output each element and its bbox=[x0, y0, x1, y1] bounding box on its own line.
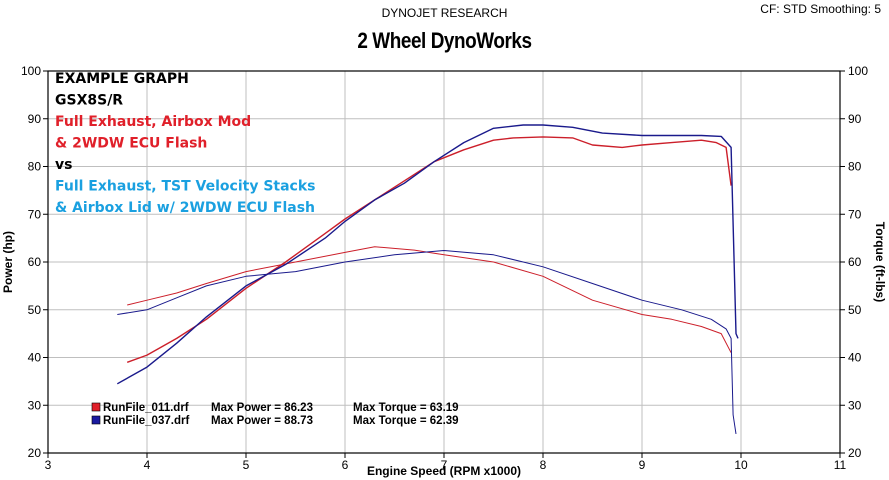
series-power-red bbox=[126, 136, 732, 363]
annotation-line: Full Exhaust, TST Velocity Stacks bbox=[55, 179, 316, 195]
legend-max-power: Max Power = 88.73 bbox=[211, 415, 313, 427]
chart-title: 2 Wheel DynoWorks bbox=[357, 28, 532, 53]
y2-tick-label: 90 bbox=[848, 112, 862, 126]
y2-tick-label: 30 bbox=[848, 398, 862, 412]
y2-tick-label: 60 bbox=[848, 255, 862, 269]
y2-tick-label: 80 bbox=[848, 160, 862, 174]
y-tick-label: 50 bbox=[28, 303, 42, 317]
y-tick-label: 100 bbox=[21, 64, 41, 78]
x-tick-label: 3 bbox=[45, 458, 52, 472]
series-power-blue bbox=[116, 124, 739, 385]
x-tick-label: 6 bbox=[342, 458, 349, 472]
x-axis-label: Engine Speed (RPM x1000) bbox=[367, 464, 521, 478]
y-tick-label: 70 bbox=[28, 207, 42, 221]
legend-max-torque: Max Torque = 63.19 bbox=[353, 402, 459, 414]
y2-tick-label: 40 bbox=[848, 351, 862, 365]
y2-tick-label: 50 bbox=[848, 303, 862, 317]
legend-max-power: Max Power = 86.23 bbox=[211, 402, 313, 414]
y-tick-label: 80 bbox=[28, 160, 42, 174]
x-tick-label: 11 bbox=[834, 458, 847, 472]
x-tick-label: 10 bbox=[734, 458, 748, 472]
y-tick-label: 60 bbox=[28, 255, 42, 269]
x-tick-label: 8 bbox=[540, 458, 547, 472]
annotation-line: Full Exhaust, Airbox Mod bbox=[55, 114, 251, 130]
legend-swatch bbox=[91, 402, 101, 412]
y2-tick-label: 70 bbox=[848, 207, 862, 221]
legend-max-torque: Max Torque = 62.39 bbox=[353, 415, 459, 427]
dynojet-header: DYNOJET RESEARCH bbox=[381, 6, 508, 20]
annotation-line: vs bbox=[55, 157, 72, 173]
y2-axis-label: Torque (ft-lbs) bbox=[873, 222, 887, 302]
y-tick-label: 30 bbox=[28, 398, 42, 412]
annotation-line: & Airbox Lid w/ 2WDW ECU Flash bbox=[55, 200, 315, 216]
y2-tick-label: 20 bbox=[848, 446, 862, 460]
series-torque-red bbox=[127, 246, 732, 353]
x-tick-label: 7 bbox=[441, 458, 448, 472]
x-tick-label: 4 bbox=[144, 458, 151, 472]
annotation-line: EXAMPLE GRAPH bbox=[55, 71, 189, 87]
x-tick-label: 9 bbox=[639, 458, 646, 472]
legend-swatch bbox=[91, 415, 101, 425]
correction-smoothing-label: CF: STD Smoothing: 5 bbox=[760, 2, 881, 16]
x-tick-label: 5 bbox=[243, 458, 250, 472]
annotation-line: GSX8S/R bbox=[55, 93, 123, 109]
annotation-line: & 2WDW ECU Flash bbox=[55, 136, 207, 152]
y-tick-label: 90 bbox=[28, 112, 42, 126]
legend-file: RunFile_037.drf bbox=[103, 415, 189, 427]
y2-tick-label: 100 bbox=[848, 64, 868, 78]
series-torque-blue bbox=[117, 250, 737, 434]
y-axis-label: Power (hp) bbox=[1, 231, 15, 293]
y-tick-label: 40 bbox=[28, 351, 42, 365]
legend-file: RunFile_011.drf bbox=[103, 402, 189, 414]
y-tick-label: 20 bbox=[28, 446, 42, 460]
